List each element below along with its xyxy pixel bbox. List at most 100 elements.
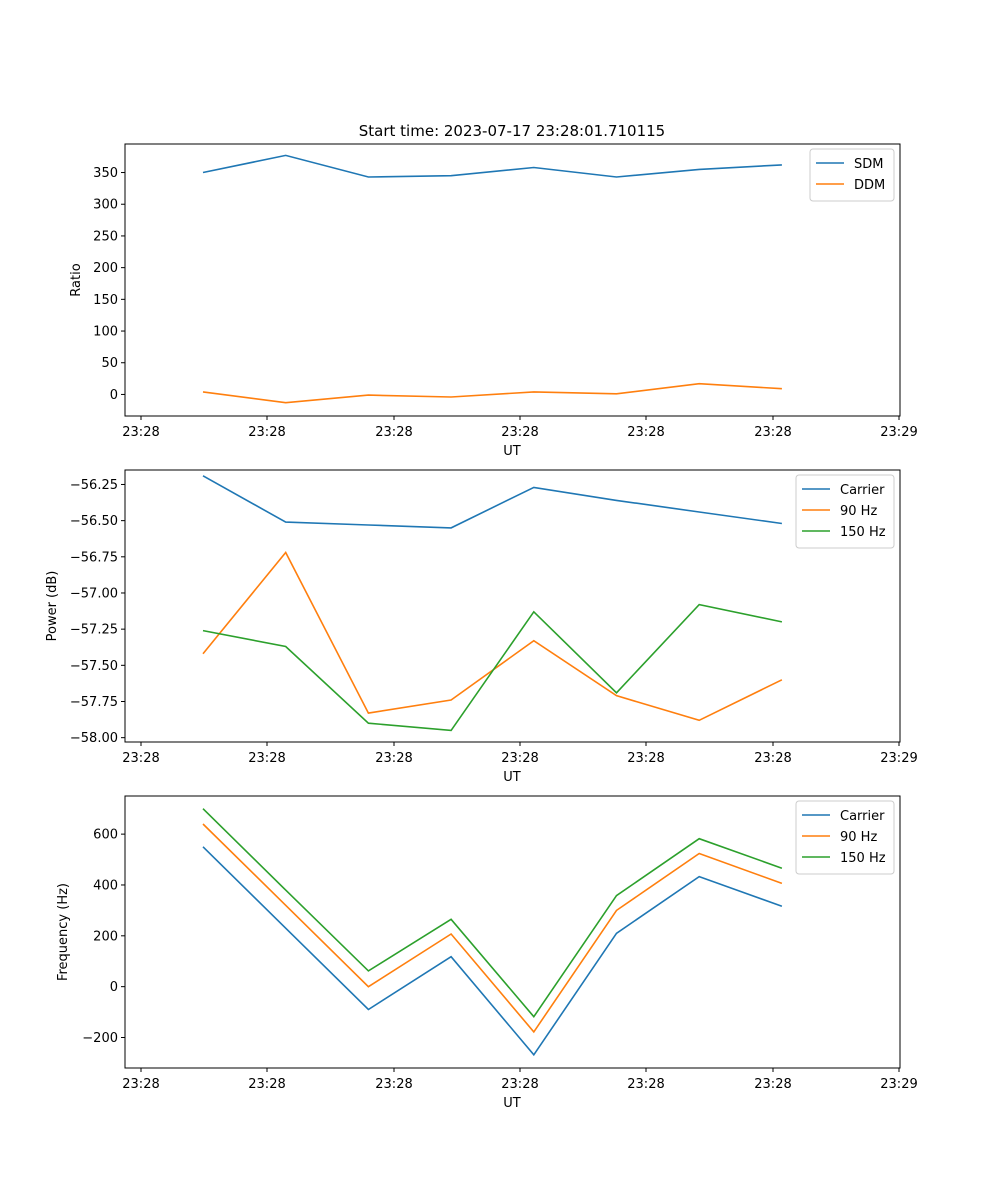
y-tick-label: 600 — [93, 828, 118, 843]
legend-label: 150 Hz — [840, 525, 886, 540]
x-tick-label: 23:28 — [627, 1077, 664, 1092]
x-tick: 23:28 — [627, 742, 665, 766]
y-tick: 300 — [93, 198, 125, 213]
chart-title: Start time: 2023-07-17 23:28:01.710115 — [359, 122, 665, 140]
y-axis-label: Frequency (Hz) — [56, 883, 71, 981]
y-tick: 0 — [110, 980, 125, 995]
y-tick-label: −58.00 — [70, 731, 118, 746]
x-tick: 23:28 — [375, 416, 413, 440]
x-tick-label: 23:28 — [754, 1077, 791, 1092]
y-axis-label: Ratio — [69, 263, 84, 296]
power-panel: 23:28 23:28 23:28 23:28 23:28 23:28 23:29 −58.0… — [45, 469, 918, 785]
y-tick: 250 — [93, 229, 125, 244]
legend-label: 90 Hz — [840, 830, 877, 845]
y-tick-label: 300 — [93, 198, 118, 213]
y-tick-label: 200 — [93, 261, 118, 276]
y-tick: 100 — [93, 325, 125, 340]
y-tick: 600 — [93, 828, 125, 843]
y-tick-label: 0 — [110, 980, 118, 995]
y-tick-label: 200 — [93, 929, 118, 944]
x-tick-label: 23:28 — [248, 425, 285, 440]
legend-label: Carrier — [840, 809, 885, 824]
x-tick-label: 23:28 — [122, 751, 159, 766]
y-tick-label: −57.00 — [70, 586, 118, 601]
x-tick-label: 23:29 — [880, 425, 917, 440]
x-axis-label: UT — [503, 444, 521, 459]
y-tick-label: 100 — [93, 325, 118, 340]
x-tick-label: 23:28 — [754, 425, 791, 440]
x-tick-label: 23:28 — [122, 425, 159, 440]
series-line-150-hz — [202, 808, 783, 1019]
axes-frame — [124, 143, 901, 417]
y-tick: −200 — [82, 1031, 125, 1046]
frequency-panel: 23:28 23:28 23:28 23:28 23:28 23:28 23:29 −200 0… — [56, 795, 918, 1111]
x-tick: 23:28 — [248, 416, 286, 440]
x-tick: 23:28 — [248, 1068, 286, 1092]
x-axis-label: UT — [503, 1096, 521, 1111]
x-tick-label: 23:28 — [248, 1077, 285, 1092]
x-tick-label: 23:28 — [375, 1077, 412, 1092]
x-tick-label: 23:28 — [627, 751, 664, 766]
y-tick: 150 — [93, 293, 125, 308]
x-tick: 23:29 — [880, 742, 918, 766]
x-tick: 23:28 — [754, 742, 792, 766]
legend-label: DDM — [854, 178, 885, 193]
y-tick: −57.25 — [70, 623, 125, 638]
x-tick-label: 23:28 — [375, 751, 412, 766]
y-tick-label: −200 — [82, 1031, 118, 1046]
y-tick: −56.75 — [70, 550, 125, 565]
x-tick: 23:28 — [754, 416, 792, 440]
legend-label: 90 Hz — [840, 504, 877, 519]
y-tick: 200 — [93, 261, 125, 276]
x-tick-label: 23:28 — [248, 751, 285, 766]
x-tick-label: 23:28 — [122, 1077, 159, 1092]
y-tick-label: 50 — [101, 356, 118, 371]
y-tick-label: 250 — [93, 229, 118, 244]
y-tick-label: −57.25 — [70, 623, 118, 638]
y-tick: −57.75 — [70, 695, 125, 710]
x-tick: 23:28 — [375, 1068, 413, 1092]
series-line-ddm — [202, 382, 782, 404]
ratio-panel: 23:28 23:28 23:28 23:28 23:28 23:28 23:29 0 50 10… — [69, 143, 918, 459]
x-tick: 23:28 — [122, 416, 160, 440]
y-tick-label: −56.25 — [70, 478, 118, 493]
y-tick-label: 150 — [93, 293, 118, 308]
y-axis-label: Power (dB) — [45, 571, 60, 642]
axes-frame — [124, 469, 901, 743]
series-line-sdm — [202, 154, 782, 178]
x-tick: 23:28 — [627, 416, 665, 440]
x-tick-label: 23:28 — [627, 425, 664, 440]
y-tick: 400 — [93, 878, 125, 893]
y-tick-label: −56.50 — [70, 514, 118, 529]
x-tick: 23:29 — [880, 416, 918, 440]
y-tick-label: −56.75 — [70, 550, 118, 565]
x-tick-label: 23:28 — [501, 425, 538, 440]
y-tick: −56.50 — [70, 514, 125, 529]
series-line-150-hz — [202, 603, 783, 732]
legend-label: Carrier — [840, 483, 885, 498]
x-tick-label: 23:29 — [880, 751, 917, 766]
legend: SDM DDM — [809, 148, 895, 202]
y-tick: 350 — [93, 166, 125, 181]
x-tick-label: 23:29 — [880, 1077, 917, 1092]
y-tick: 200 — [93, 929, 125, 944]
y-tick-label: 0 — [110, 388, 118, 403]
y-tick: 50 — [101, 356, 125, 371]
y-tick: −56.25 — [70, 478, 125, 493]
x-tick: 23:28 — [122, 742, 160, 766]
series-line-90-hz — [202, 551, 783, 722]
x-tick-label: 23:28 — [501, 751, 538, 766]
x-tick: 23:28 — [501, 742, 539, 766]
x-tick: 23:29 — [880, 1068, 918, 1092]
legend: Carrier 90 Hz 150 Hz — [795, 800, 895, 875]
series-line-carrier — [202, 846, 783, 1057]
series-line-90-hz — [202, 823, 783, 1034]
x-tick: 23:28 — [501, 1068, 539, 1092]
series-line-carrier — [202, 475, 783, 529]
legend-label: 150 Hz — [840, 851, 886, 866]
y-tick-label: −57.50 — [70, 659, 118, 674]
x-tick-label: 23:28 — [375, 425, 412, 440]
y-tick-label: −57.75 — [70, 695, 118, 710]
x-axis-label: UT — [503, 770, 521, 785]
x-tick: 23:28 — [248, 742, 286, 766]
